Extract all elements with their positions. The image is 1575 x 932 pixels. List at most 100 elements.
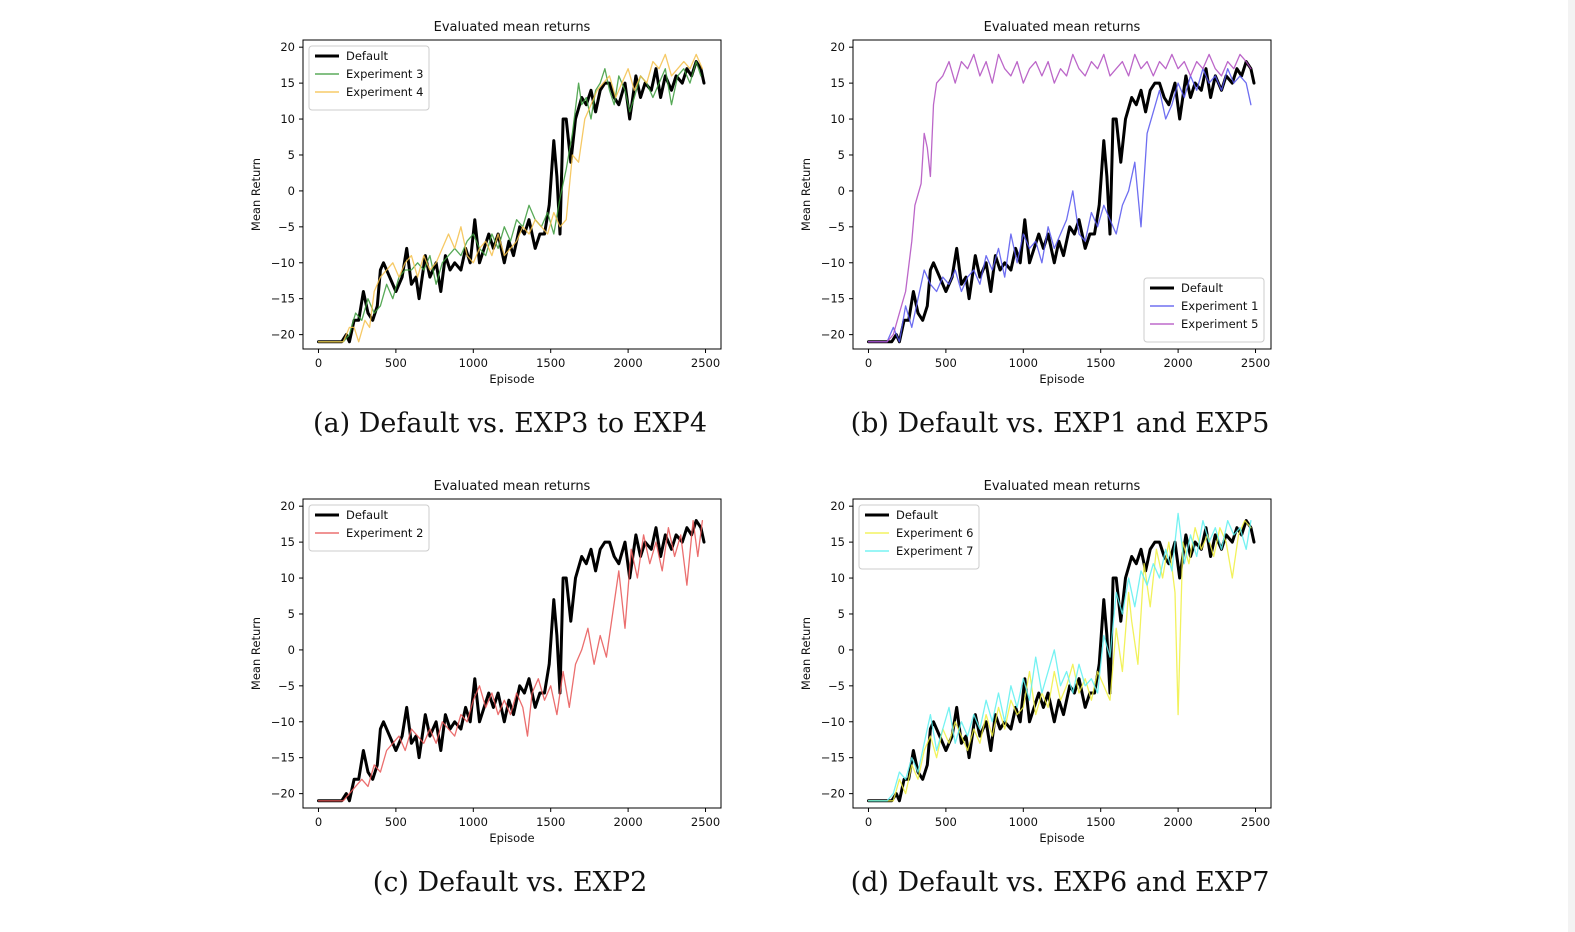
chart2-legend-label-experiment-2: Experiment 2 [346, 526, 423, 540]
chart0-xtick-label-2000: 2000 [613, 356, 642, 370]
chart3-xtick-label-2000: 2000 [1163, 815, 1192, 829]
chart0-xtick-label-2500: 2500 [691, 356, 720, 370]
chart1-xtick-label-2000: 2000 [1163, 356, 1192, 370]
chart0-xtick-label-500: 500 [385, 356, 407, 370]
chart1-ytick-label--10: −10 [821, 256, 845, 270]
chart1-legend-label-default: Default [1181, 281, 1224, 295]
chart1-xtick-label-1000: 1000 [1009, 356, 1038, 370]
chart-svg-b: Evaluated mean returns 0 500 1000 1500 2000 25… [799, 20, 1272, 386]
chart3-series-default [867, 519, 1256, 803]
chart3-ytick-label--10: −10 [821, 715, 845, 729]
chart0-ytick-label--20: −20 [271, 328, 295, 342]
chart-svg-c: Evaluated mean returns 0 500 1000 1500 2000 25… [249, 479, 722, 845]
chart2-xtick-label-1500: 1500 [536, 815, 565, 829]
chart1-ytick-label-5: 5 [838, 148, 845, 162]
chart3-xtick-label-2500: 2500 [1241, 815, 1270, 829]
chart-svg-a: Evaluated mean returns 0 500 1000 1500 2000 25… [249, 20, 722, 386]
chart0-legend-label-experiment-4: Experiment 4 [346, 85, 423, 99]
chart3-series-experiment-6 [867, 519, 1252, 802]
caption-d: (d) Default vs. EXP6 and EXP7 [850, 867, 1270, 898]
chart3-legend-label-experiment-7: Experiment 7 [896, 544, 973, 558]
chart1-legend-label-experiment-1: Experiment 1 [1181, 299, 1258, 313]
chart3-ytick-label-5: 5 [838, 607, 845, 621]
chart2-ytick-label--5: −5 [278, 679, 295, 693]
chart1-ytick-label-15: 15 [830, 76, 845, 90]
chart1-ylabel: Mean Return [799, 158, 813, 231]
chart0-legend-label-default: Default [346, 49, 389, 63]
chart0-ytick-label-10: 10 [280, 112, 295, 126]
chart1-ytick-label-0: 0 [838, 184, 845, 198]
chart0-ylabel: Mean Return [249, 158, 263, 231]
chart2-xlabel: Episode [489, 831, 534, 845]
chart1-ytick-label-20: 20 [830, 40, 845, 54]
chart0-plot-frame [302, 39, 722, 350]
chart2-series-default [317, 519, 706, 803]
chart3-legend-box [858, 504, 980, 570]
chart1-ytick-label-10: 10 [830, 112, 845, 126]
chart1-xlabel: Episode [1039, 372, 1084, 386]
chart2-title: Evaluated mean returns [434, 479, 591, 494]
chart1-series-default [867, 60, 1256, 344]
caption-b: (b) Default vs. EXP1 and EXP5 [850, 408, 1270, 439]
chart3-xtick-label-1000: 1000 [1009, 815, 1038, 829]
chart3-ytick-label-10: 10 [830, 571, 845, 585]
caption-c: (c) Default vs. EXP2 [372, 867, 648, 898]
chart0-ytick-label--15: −15 [271, 292, 295, 306]
chart1-xtick-label-2500: 2500 [1241, 356, 1270, 370]
chart0-xtick-label-1000: 1000 [459, 356, 488, 370]
chart0-series-experiment-4 [317, 53, 704, 343]
chart0-xlabel: Episode [489, 372, 534, 386]
chart0-legend-label-experiment-3: Experiment 3 [346, 67, 423, 81]
chart1-legend-box [1143, 277, 1265, 343]
chart3-title: Evaluated mean returns [984, 479, 1141, 494]
chart0-ytick-label--10: −10 [271, 256, 295, 270]
chart1-series-experiment-1 [867, 68, 1252, 343]
chart-panel-c: Evaluated mean returns 0 500 1000 1500 2000 25… [0, 459, 787, 859]
chart2-ytick-label-15: 15 [280, 535, 295, 549]
chart3-ytick-label--20: −20 [821, 787, 845, 801]
chart2-ytick-label-20: 20 [280, 499, 295, 513]
chart2-xtick-label-2500: 2500 [691, 815, 720, 829]
chart3-xlabel: Episode [1039, 831, 1084, 845]
chart3-series-experiment-7 [867, 512, 1252, 802]
chart1-xtick-label-0: 0 [865, 356, 872, 370]
chart2-xtick-label-2000: 2000 [613, 815, 642, 829]
chart2-ytick-label--15: −15 [271, 751, 295, 765]
caption-a: (a) Default vs. EXP3 to EXP4 [312, 408, 708, 439]
chart1-ytick-label--5: −5 [828, 220, 845, 234]
chart0-xtick-label-0: 0 [315, 356, 322, 370]
chart0-ytick-label--5: −5 [278, 220, 295, 234]
chart3-legend-label-default: Default [896, 508, 939, 522]
chart2-ytick-label--10: −10 [271, 715, 295, 729]
chart3-plot-frame [852, 498, 1272, 809]
chart0-legend-box [308, 45, 430, 111]
chart2-xtick-label-500: 500 [385, 815, 407, 829]
chart0-title: Evaluated mean returns [434, 20, 591, 35]
chart0-xtick-label-1500: 1500 [536, 356, 565, 370]
chart3-ytick-label--15: −15 [821, 751, 845, 765]
chart2-legend-label-default: Default [346, 508, 389, 522]
page-edge [1568, 0, 1575, 932]
chart1-title: Evaluated mean returns [984, 20, 1141, 35]
chart1-legend-label-experiment-5: Experiment 5 [1181, 317, 1258, 331]
chart3-ytick-label-20: 20 [830, 499, 845, 513]
chart0-ytick-label-15: 15 [280, 76, 295, 90]
chart-panel-d: Evaluated mean returns 0 500 1000 1500 2000 25… [550, 459, 1337, 859]
chart1-plot-frame [852, 39, 1272, 350]
chart1-xtick-label-500: 500 [935, 356, 957, 370]
chart2-ytick-label-10: 10 [280, 571, 295, 585]
chart3-ylabel: Mean Return [799, 617, 813, 690]
chart3-xtick-label-500: 500 [935, 815, 957, 829]
chart2-ytick-label-5: 5 [288, 607, 295, 621]
chart-panel-a: Evaluated mean returns 0 500 1000 1500 2000 25… [0, 0, 787, 400]
chart1-xtick-label-1500: 1500 [1086, 356, 1115, 370]
chart1-ytick-label--15: −15 [821, 292, 845, 306]
chart3-ytick-label--5: −5 [828, 679, 845, 693]
chart1-series-experiment-5 [867, 53, 1252, 343]
chart0-ytick-label-0: 0 [288, 184, 295, 198]
chart2-xtick-label-1000: 1000 [459, 815, 488, 829]
chart3-legend-label-experiment-6: Experiment 6 [896, 526, 973, 540]
chart2-xtick-label-0: 0 [315, 815, 322, 829]
chart3-xtick-label-1500: 1500 [1086, 815, 1115, 829]
